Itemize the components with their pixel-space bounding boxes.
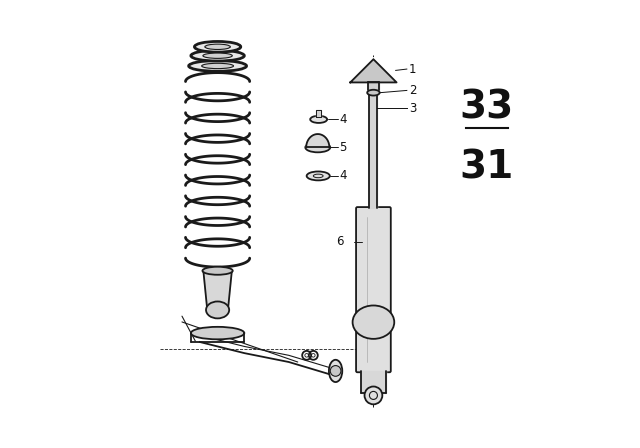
Ellipse shape	[202, 267, 233, 275]
FancyBboxPatch shape	[356, 207, 391, 372]
Text: 6: 6	[336, 235, 344, 248]
Circle shape	[365, 387, 382, 404]
Polygon shape	[361, 371, 386, 393]
Ellipse shape	[206, 302, 229, 319]
Text: 33: 33	[460, 88, 514, 126]
Ellipse shape	[191, 327, 244, 339]
Ellipse shape	[195, 42, 241, 52]
Ellipse shape	[205, 44, 230, 49]
Ellipse shape	[191, 50, 244, 61]
Text: 31: 31	[460, 148, 514, 186]
Ellipse shape	[305, 142, 330, 152]
Text: 1: 1	[409, 63, 417, 76]
Text: 5: 5	[339, 141, 346, 154]
Ellipse shape	[367, 90, 380, 95]
Ellipse shape	[202, 63, 234, 69]
Text: 2: 2	[409, 84, 417, 97]
Circle shape	[330, 366, 341, 376]
Text: 3: 3	[409, 102, 417, 115]
Ellipse shape	[353, 306, 394, 339]
Text: 4: 4	[339, 113, 347, 126]
Ellipse shape	[203, 53, 232, 58]
Ellipse shape	[310, 116, 327, 123]
Ellipse shape	[329, 360, 342, 382]
Ellipse shape	[189, 60, 246, 71]
Polygon shape	[204, 271, 232, 306]
Polygon shape	[316, 111, 321, 116]
Polygon shape	[306, 134, 330, 147]
Text: 4: 4	[339, 169, 347, 182]
Polygon shape	[350, 59, 397, 82]
Ellipse shape	[307, 172, 330, 181]
Polygon shape	[367, 82, 380, 90]
